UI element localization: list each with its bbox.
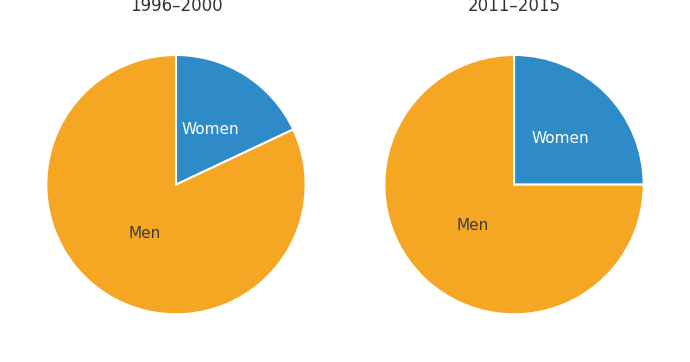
Text: Women: Women — [182, 122, 239, 138]
Text: Men: Men — [457, 218, 489, 233]
Text: Women: Women — [531, 131, 589, 146]
Text: Men: Men — [128, 226, 161, 241]
Wedge shape — [384, 55, 644, 314]
Wedge shape — [514, 55, 644, 185]
Title: 1996–2000: 1996–2000 — [130, 0, 222, 16]
Wedge shape — [46, 55, 306, 314]
Title: 2011–2015: 2011–2015 — [468, 0, 560, 16]
Wedge shape — [176, 55, 293, 185]
